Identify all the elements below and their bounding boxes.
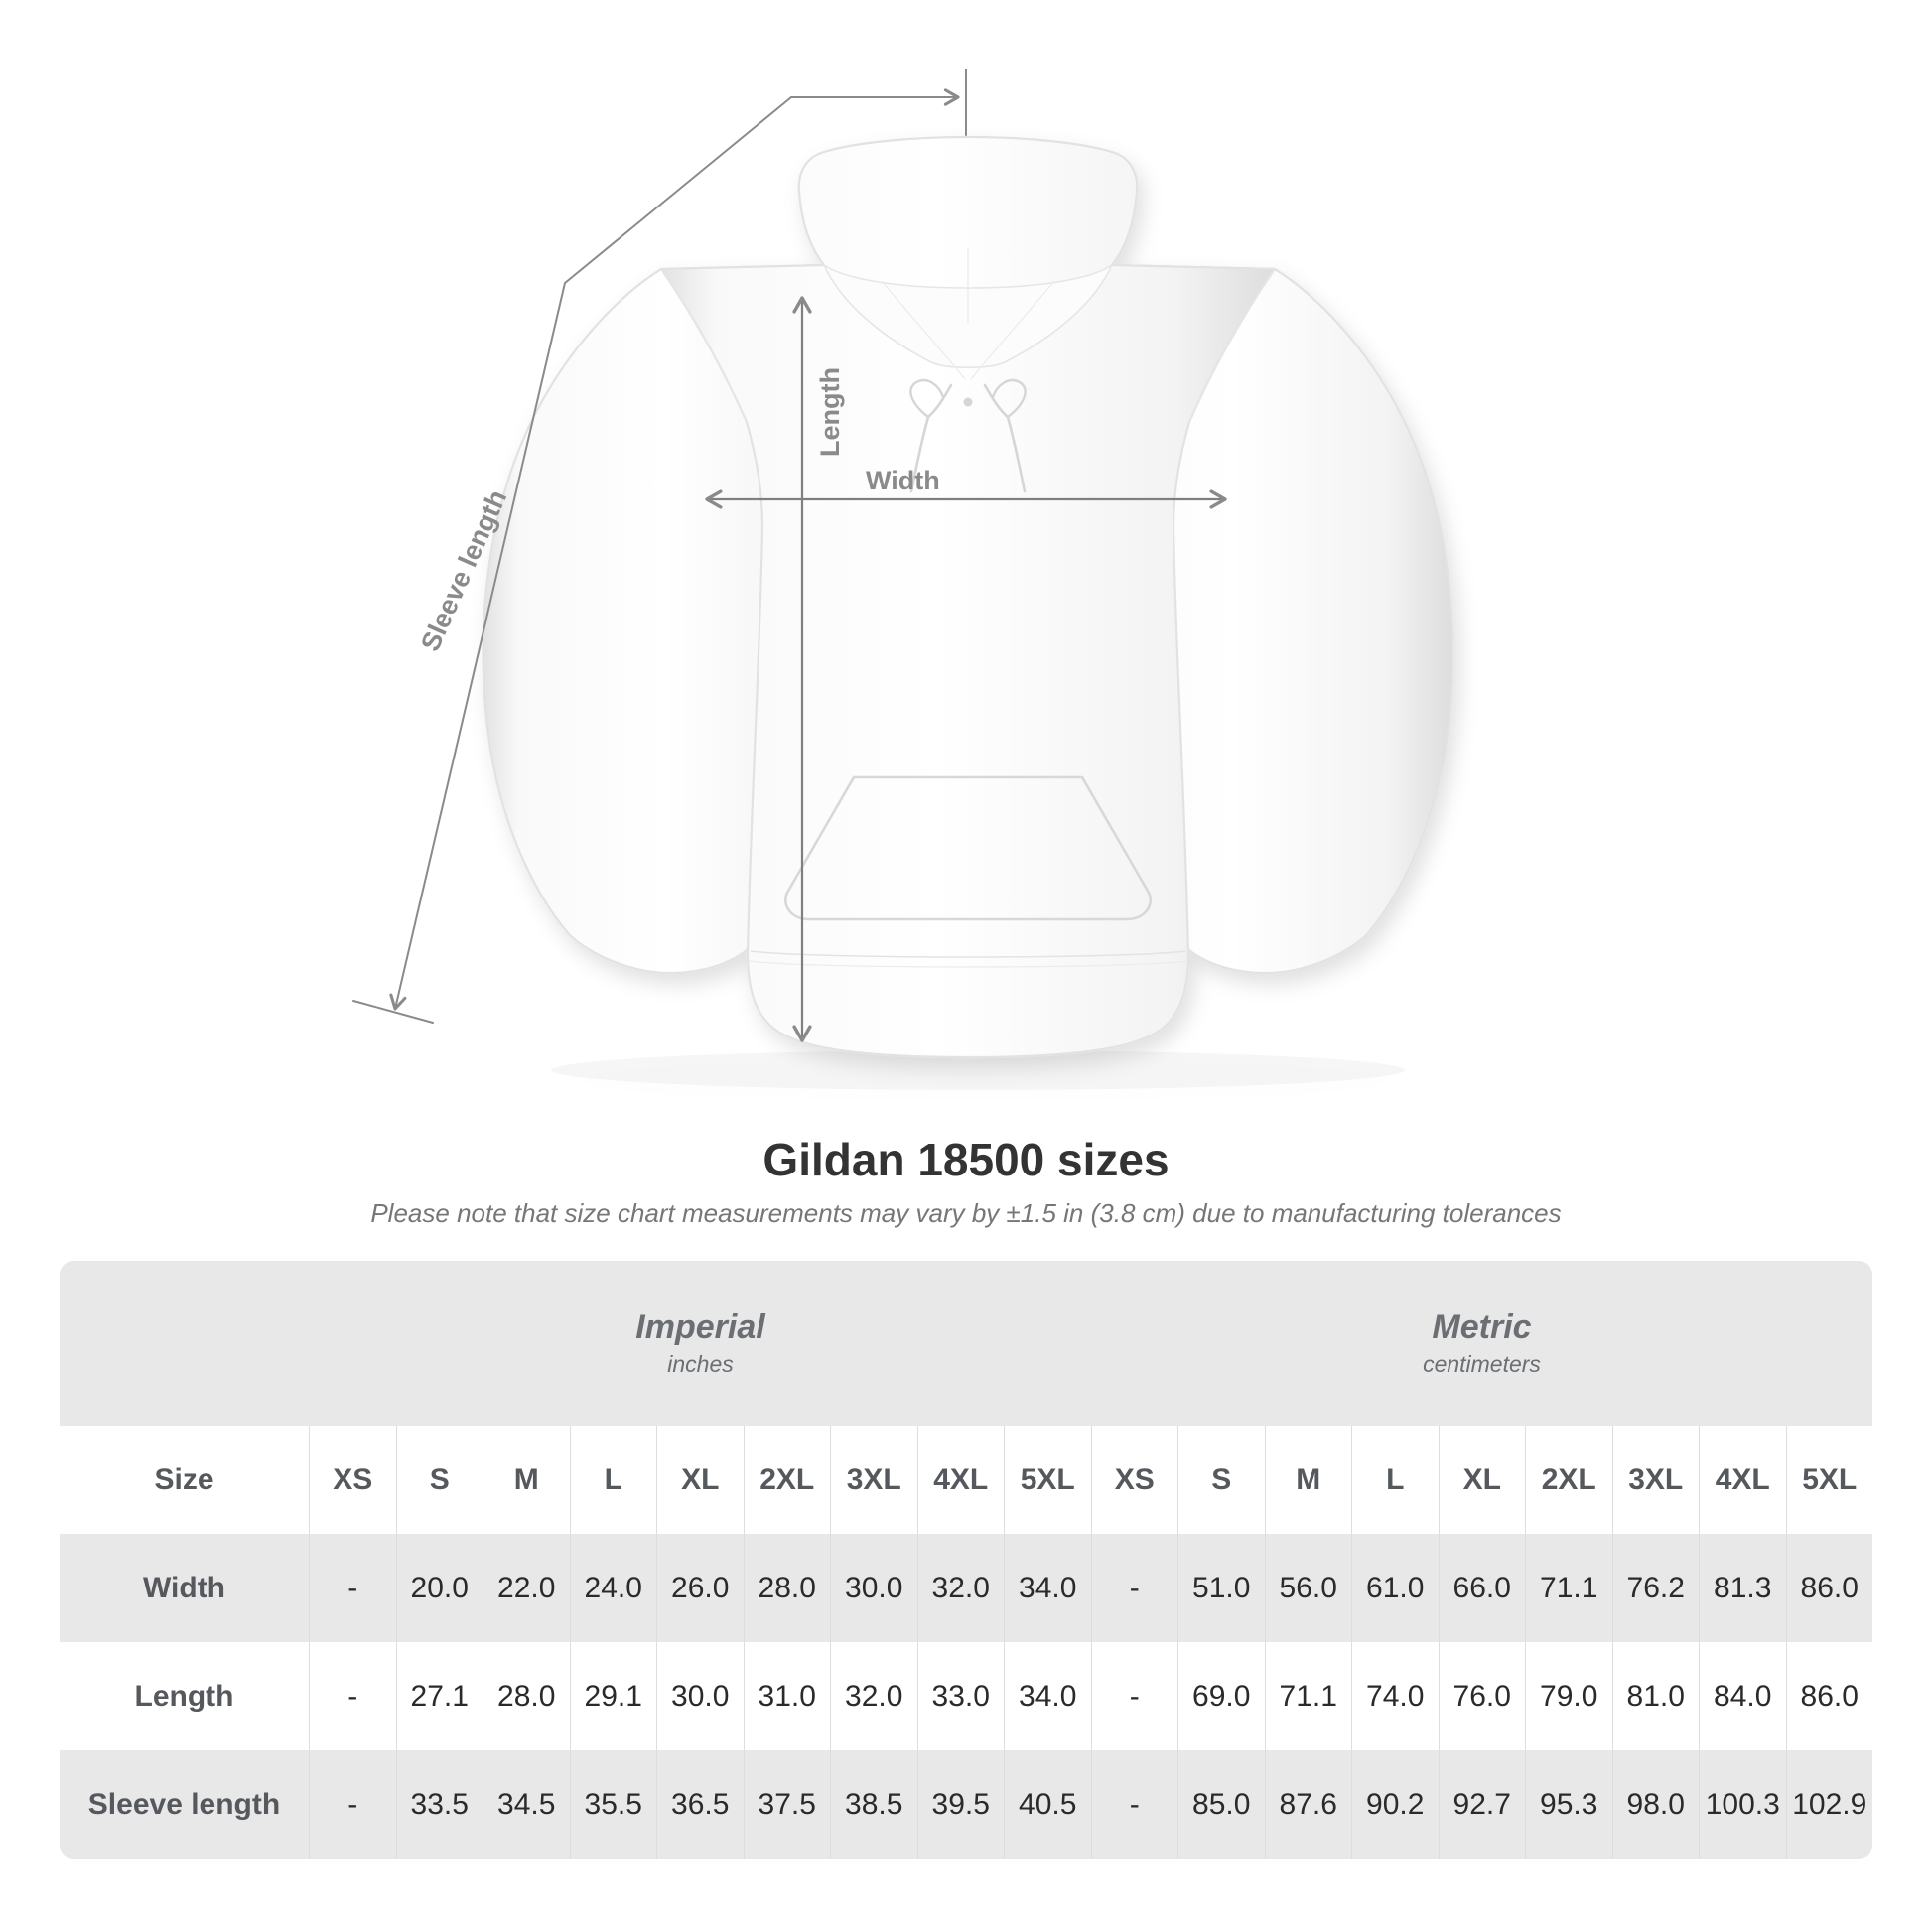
svg-text:Length: Length xyxy=(815,367,845,457)
svg-text:Please note that size chart me: Please note that size chart measurements… xyxy=(370,1198,1561,1228)
svg-text:Width: Width xyxy=(866,466,940,495)
svg-text:Gildan 18500 sizes: Gildan 18500 sizes xyxy=(762,1134,1169,1185)
